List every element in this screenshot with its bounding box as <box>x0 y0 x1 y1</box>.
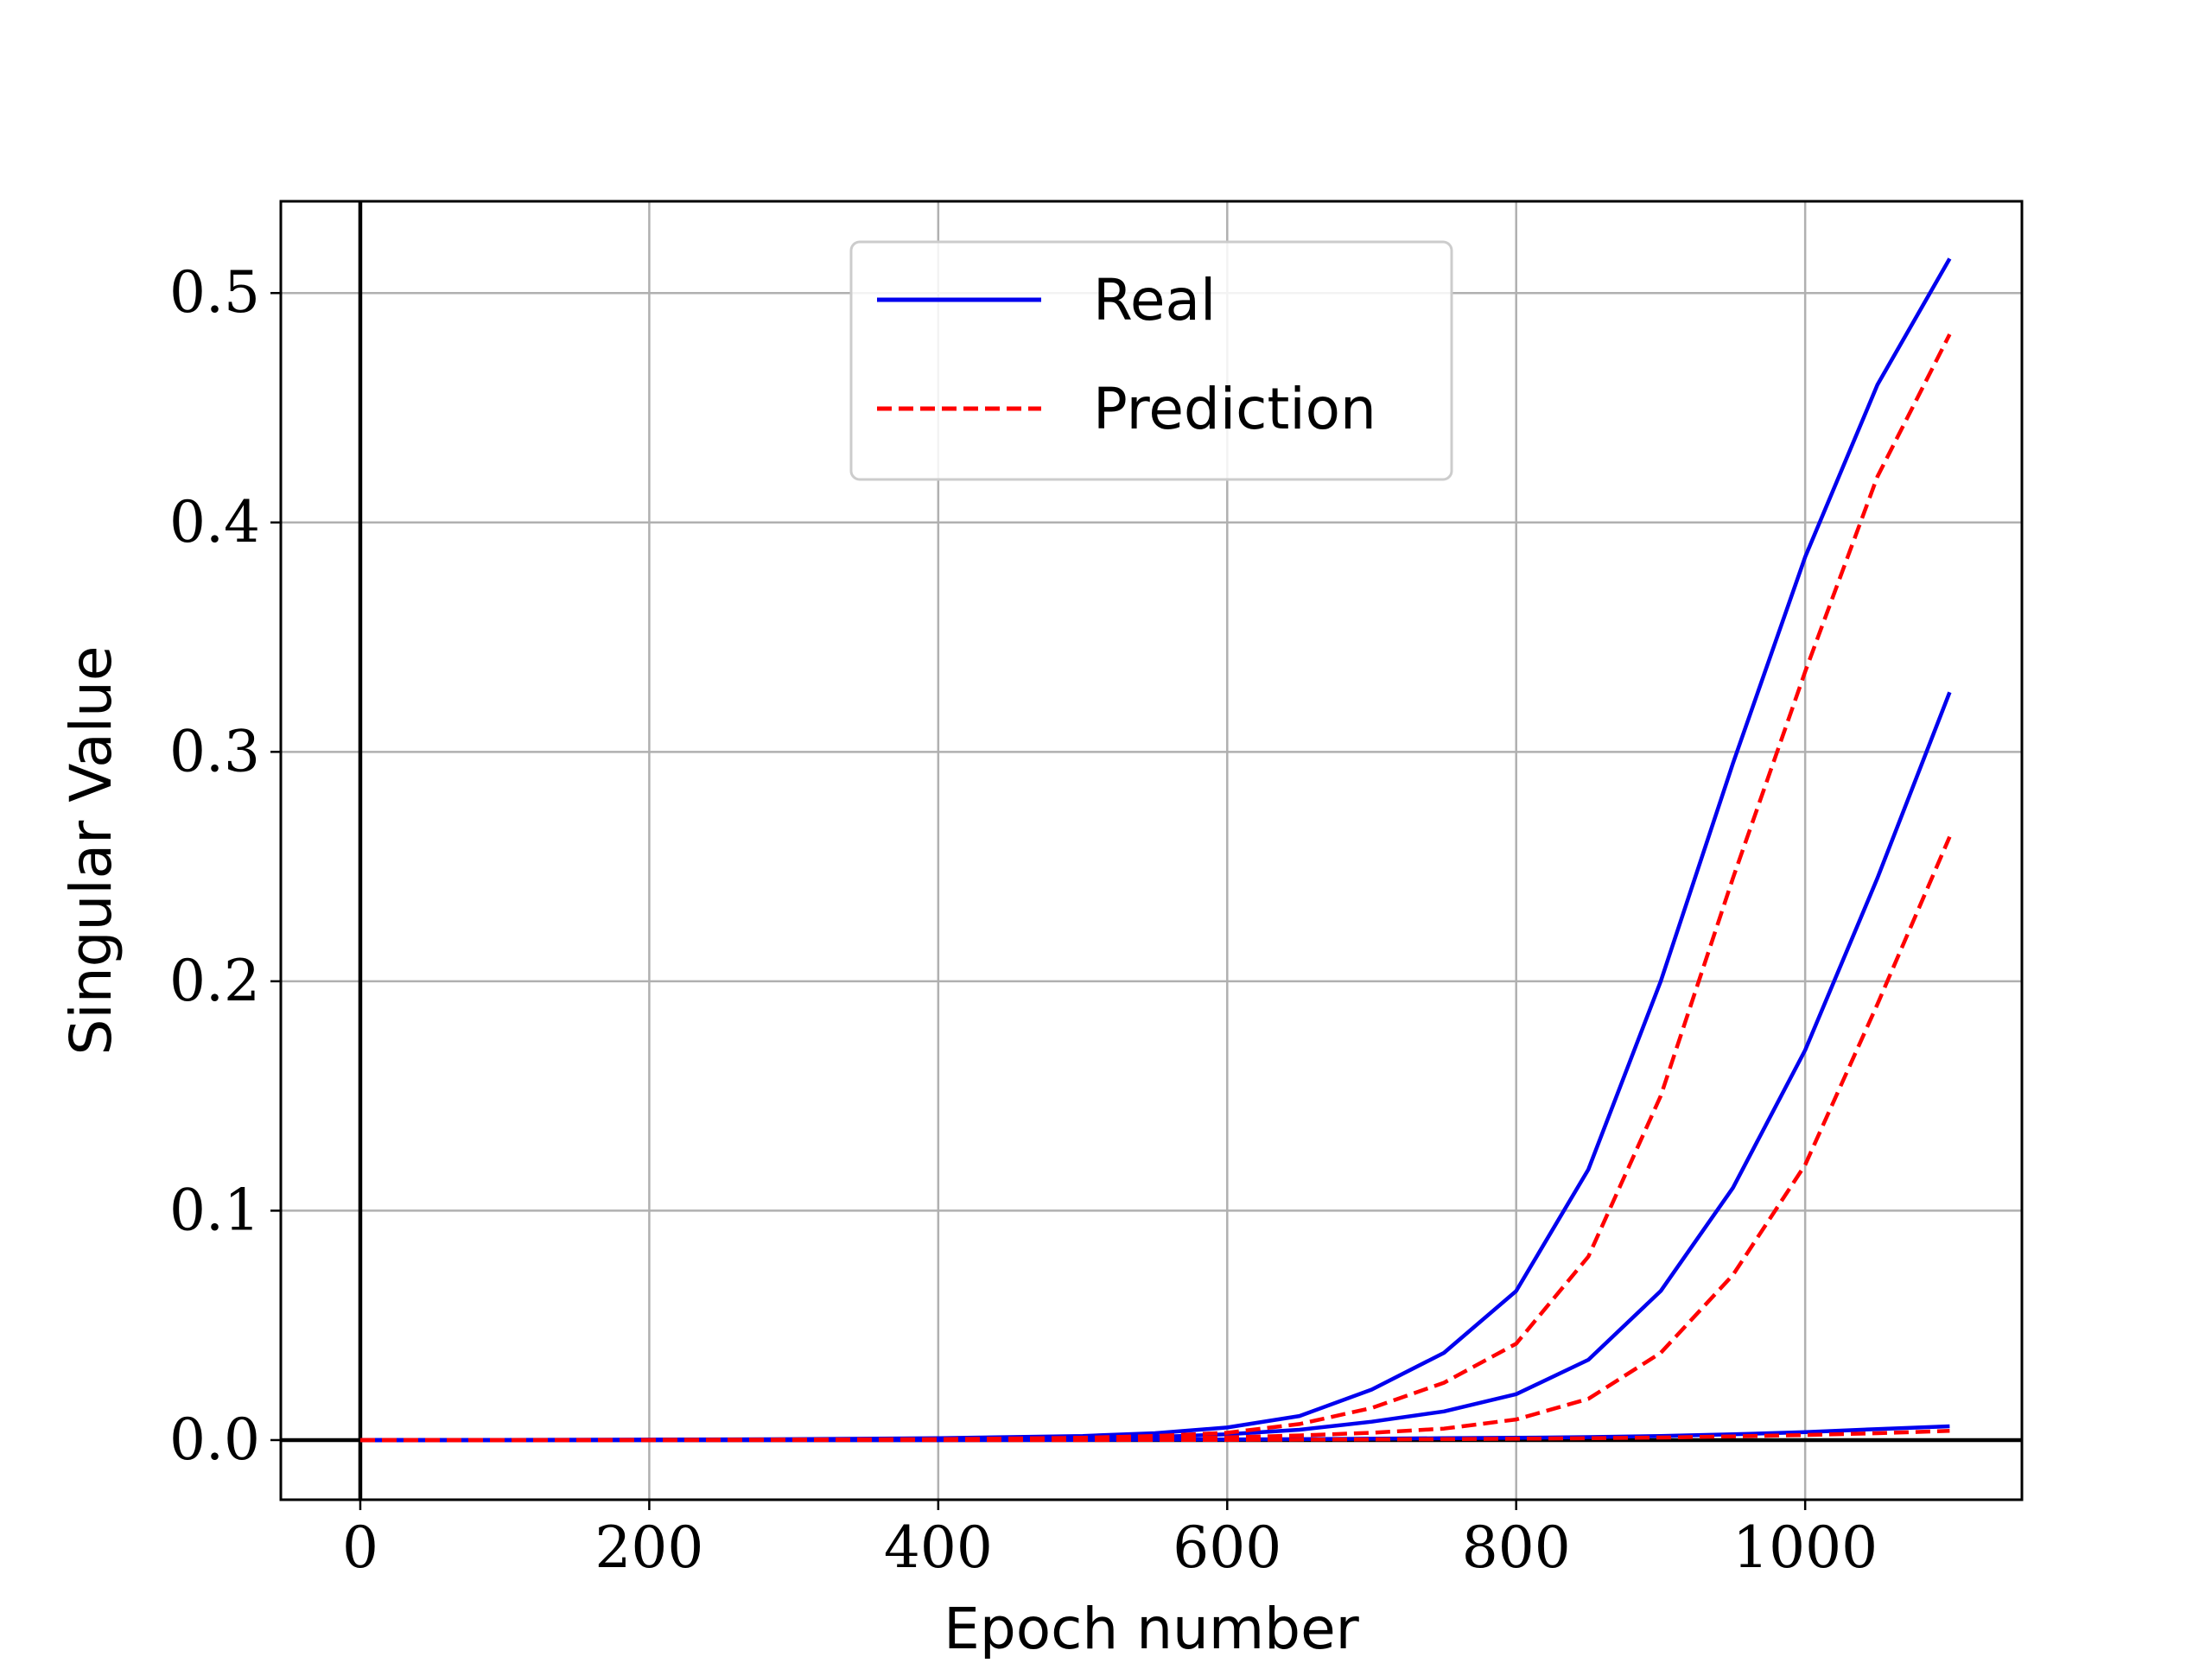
x-axis-label: Epoch number <box>944 1596 1360 1659</box>
x-tick-label: 0 <box>342 1514 378 1581</box>
y-tick-label: 0.0 <box>169 1406 260 1473</box>
ticks: 0 200 400 600 800 1000 0.0 0.1 0.2 0.3 0.4 0.5 <box>169 259 1878 1581</box>
plot-frame <box>279 200 2024 1501</box>
x-tick-label: 800 <box>1462 1514 1571 1581</box>
legend-label-real: Real <box>1093 267 1216 333</box>
series-line-prediction-1 <box>360 333 1952 1443</box>
y-tick-label: 0.3 <box>169 718 260 784</box>
y-tick-label: 0.5 <box>169 259 260 326</box>
y-tick-label: 0.1 <box>169 1177 260 1243</box>
x-tick-label: 400 <box>884 1514 993 1581</box>
series-line-prediction-2 <box>360 835 1952 1443</box>
x-tick-label: 200 <box>594 1514 703 1581</box>
y-axis-label: Singular Value <box>58 646 124 1056</box>
series-line-prediction-3 <box>360 1429 1950 1443</box>
series-group <box>359 257 1952 1443</box>
legend-label-prediction: Prediction <box>1093 376 1376 442</box>
x-tick-label: 1000 <box>1732 1514 1878 1581</box>
legend: Real Prediction <box>849 240 1453 481</box>
y-tick-label: 0.4 <box>169 489 260 555</box>
x-tick-label: 600 <box>1173 1514 1281 1581</box>
y-tick-label: 0.2 <box>169 948 260 1014</box>
